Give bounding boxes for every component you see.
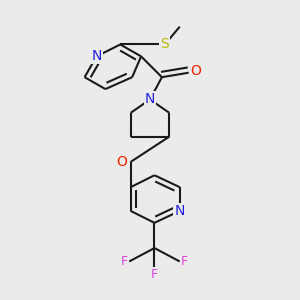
Text: F: F bbox=[151, 268, 158, 281]
Text: O: O bbox=[116, 155, 127, 169]
Text: N: N bbox=[145, 92, 155, 106]
Text: N: N bbox=[91, 50, 102, 63]
Text: N: N bbox=[175, 204, 185, 218]
Text: O: O bbox=[190, 64, 202, 78]
Text: F: F bbox=[121, 255, 128, 268]
Text: S: S bbox=[160, 38, 169, 52]
Text: F: F bbox=[181, 255, 188, 268]
